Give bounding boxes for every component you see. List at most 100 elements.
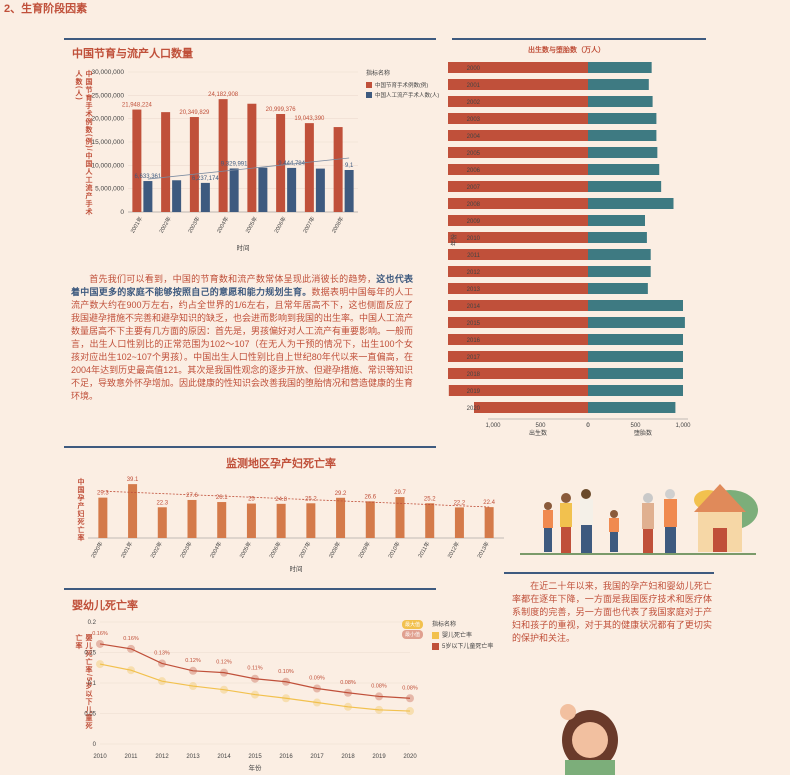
chart3-bar [157,507,167,538]
chart3-xtick-label: 2006年 [267,540,283,560]
chart1-trendline [147,157,350,180]
chart2-top-rule [452,38,706,40]
chart3-bar [425,503,435,538]
chart2-bar-births [448,62,588,73]
chart1-xtick-label: 2005年 [243,215,259,235]
chart4-data-label: 0.16% [92,631,108,637]
chart1-data-label: 6,633,361 [135,174,162,180]
chart3-data-label: 29.7 [394,490,406,496]
chart2-xtick-left: 0 [586,423,590,429]
chart2-bar-births [448,300,588,311]
chart3-bar [128,484,138,538]
chart2-bar-abortions [588,334,683,345]
chart2-year-label: 2017 [467,355,481,361]
section-title: 2、生育阶段因素 [4,3,88,15]
chart4-ytick-label: 0.15 [84,651,96,657]
child-illustration [560,704,618,775]
chart2-year-label: 2010 [467,236,481,242]
chart3-title: 监测地区孕产妇死亡率 [226,458,336,470]
chart1-ytick-label: 15,000,000 [91,139,124,146]
chart2-bar-abortions [588,385,683,396]
chart2-ylabel: 年份 [450,234,458,246]
chart4-point-under5 [251,674,259,683]
chart2-bar-births [448,334,588,345]
chart3-top-rule [64,446,436,448]
chart3-xtick-label: 2002年 [148,540,164,560]
chart2-bar-births [474,402,588,413]
chart1-title: 中国节育与流产人口数量 [72,48,193,60]
chart2-bar-abortions [588,147,658,158]
chart4-xtick-label: 2019 [372,754,386,760]
chart4-point-under5 [189,666,197,675]
chart2-xtick-right: 1,000 [675,423,691,429]
chart2-title: 出生数与堕胎数（万人） [528,47,605,54]
chart2-bar-births [448,181,588,192]
chart4-point-infant [251,690,259,699]
chart3-xtick-label: 2003年 [178,540,194,560]
chart4-title: 婴幼儿死亡率 [72,600,138,612]
chart2-bar-births [448,232,588,243]
chart4-line-infant [99,663,411,712]
chart1-legend-label: 中国节育手术例数(例) [375,81,428,89]
chart1-xtick-label: 2006年 [272,215,288,235]
chart2-bar-abortions [588,79,649,90]
chart2-xtick-right: 500 [630,423,641,429]
chart1-xtick-label: 2004年 [215,215,231,235]
chart2-bar-abortions [588,215,645,226]
chart3-bar [484,507,494,538]
chart4-data-label: 0.10% [278,669,294,675]
chart2-year-label: 2002 [467,100,481,106]
chart3-xtick-label: 2004年 [208,540,224,560]
chart3-bar [336,497,346,538]
chart4-legend: 指标名称 婴儿死亡率 5岁以下儿童死亡率 [432,620,493,653]
chart3-xlabel: 时间 [290,564,303,573]
chart1-data-label: 9,1 [345,163,354,169]
chart3-bar [395,497,405,538]
chart3-xtick-label: 2007年 [297,540,313,560]
chart3-bar [306,503,316,538]
chart1-data-label: 24,182,908 [208,92,239,98]
chart3-data-label: 29.3 [97,491,109,497]
chart4-xtick-label: 2015 [248,754,262,760]
chart4-xtick-label: 2013 [186,754,200,760]
analysis-paragraph-2: 在近二十年以来，我国的孕产妇和婴幼儿死亡率都在逐年下降，一方面是我国医疗技术和医… [512,580,712,645]
chart4-data-label: 0.12% [185,658,201,664]
chart3-data-label: 39.1 [127,477,139,483]
chart2-year-label: 2000 [467,66,481,72]
chart4-point-infant [282,694,290,703]
chart1-legend-swatch [366,82,372,88]
chart2-bar-births [448,113,588,124]
chart3-xtick-label: 2001年 [119,540,135,560]
chart3-data-label: 29.2 [335,491,347,497]
chart4-ytick-label: 0.2 [88,620,97,626]
chart3-bar [187,499,197,538]
paragraph2-rule [504,572,714,574]
paragraph1-part1: 首先我们可以看到，中国的节育数和流产数常体呈现此消彼长的趋势， [89,274,377,284]
chart1-data-label: 21,948,224 [122,103,153,109]
chart2-bar-abortions [588,198,674,209]
chart4-point-under5 [158,659,166,668]
chart1-data-label: 20,349,829 [179,110,210,116]
chart2-bar-births [448,215,588,226]
chart2-bar-births [448,317,588,328]
chart2-bar-abortions [588,266,651,277]
chart2-year-label: 2015 [467,321,481,327]
chart4-point-infant [344,702,352,711]
chart2-bar-births [448,96,588,107]
chart2-year-label: 2006 [467,168,481,174]
chart2-year-label: 2008 [467,202,481,208]
chart1-bar-birth-control [218,99,228,212]
chart1-ylabel: 中国节育手术例数(例)/中国人工流产手术人数(人) [75,70,92,216]
chart4-ytick-label: 0.05 [84,712,96,718]
chart4-point-under5 [375,692,383,701]
chart1-bar-abortion [315,168,325,212]
chart1-xtick-label: 2001年 [128,215,144,235]
chart3-bar [365,501,375,538]
chart4-point-infant [375,705,383,714]
chart3-xtick-label: 2000年 [89,540,105,560]
analysis-paragraph-1: 首先我们可以看到，中国的节育数和流产数常体呈现此消彼长的趋势，这也代表着中国更多… [71,273,413,403]
chart3-bar [276,503,286,538]
chart4-data-label: 0.08% [371,683,387,689]
chart1-bar-birth-control [189,117,199,212]
chart3-xtick-label: 2011年 [416,540,432,559]
